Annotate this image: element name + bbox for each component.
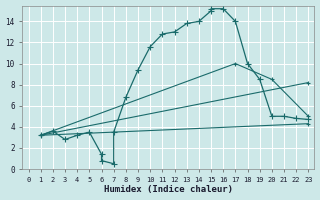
X-axis label: Humidex (Indice chaleur): Humidex (Indice chaleur) [104, 185, 233, 194]
